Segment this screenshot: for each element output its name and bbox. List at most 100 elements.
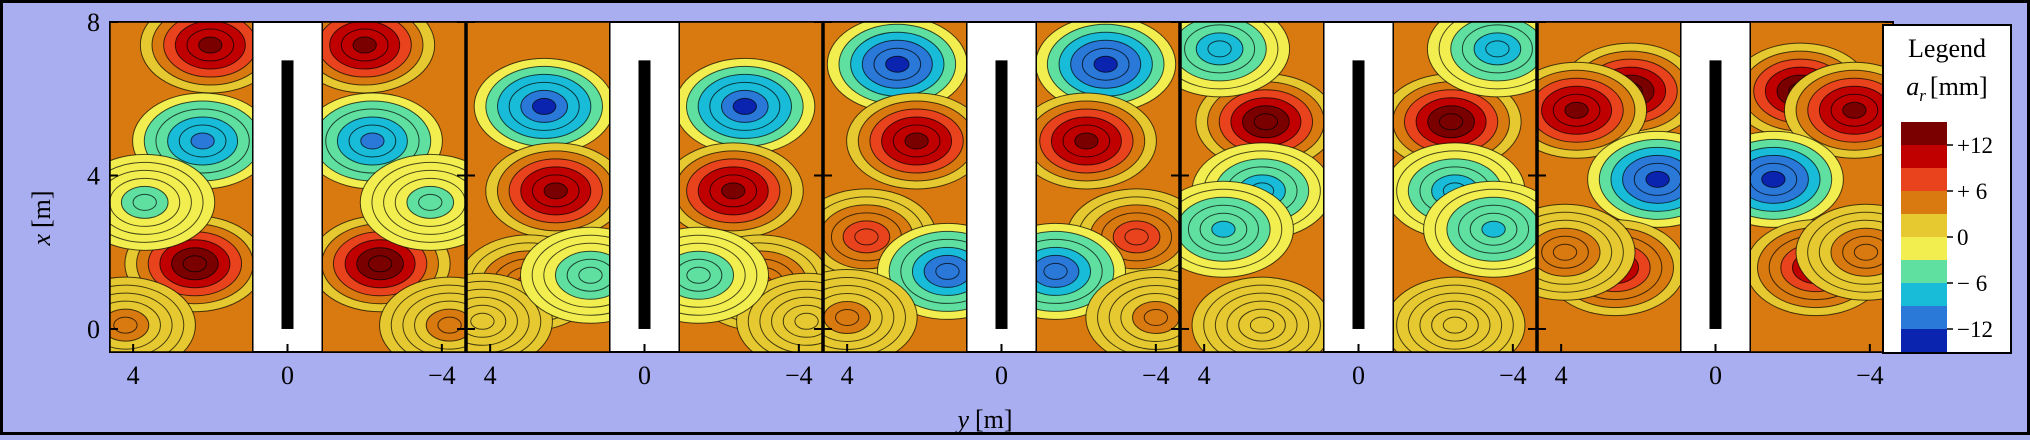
contour--8-level-1: [190, 132, 215, 150]
field-region-left: [467, 22, 610, 352]
contour-12-level-1: [367, 255, 393, 273]
contour-11-level-1: [721, 182, 746, 200]
wall-bar: [638, 60, 651, 329]
contour--11-level-1: [1761, 170, 1786, 188]
contour--4-level-1: [578, 266, 603, 284]
x-tick-label: 0: [281, 361, 294, 390]
contour-3-level-1: [113, 316, 138, 334]
contour--3-level-1: [418, 193, 443, 211]
x-axis-label-var: y: [954, 405, 969, 434]
y-axis-label: x [m]: [27, 190, 56, 246]
legend-swatch: [1901, 145, 1947, 168]
field-outline: [1035, 21, 1180, 353]
wall-bar: [1352, 60, 1365, 329]
contour-12-level-1: [182, 255, 208, 273]
field-region-left: [1181, 22, 1324, 352]
x-axis-label: y [m]: [954, 405, 1012, 434]
contour--4-level-1: [686, 266, 711, 284]
panel-4: 4 0 −4: [1180, 21, 1537, 390]
panel-5: 4 0 −4: [1537, 21, 1894, 390]
x-tick-label: 0: [995, 361, 1008, 390]
contour--11-level-1: [1645, 170, 1670, 188]
x-tick-label: 4: [484, 361, 497, 390]
field-outline: [1537, 21, 1682, 353]
legend-label: −12: [1957, 317, 1993, 342]
contour-3-level-1: [437, 316, 462, 334]
legend-label: +12: [1957, 133, 1993, 158]
field-region-left: [110, 22, 253, 352]
panels: 4 0 −4 4 0 −4 4 0 −4 4 0 −4 4 0 −4: [109, 21, 1894, 390]
contour-4-level-1: [1552, 243, 1578, 261]
legend-swatch: [1901, 283, 1947, 306]
field-outline: [109, 21, 254, 353]
y-tick-label: 4: [87, 161, 100, 190]
y-axis-label-var: x: [27, 234, 56, 247]
field-region-right: [679, 22, 823, 352]
legend-swatch: [1901, 306, 1947, 329]
panel-1: 4 0 −4: [109, 21, 466, 390]
legend-label: 0: [1957, 225, 1969, 250]
field-region-left: [824, 22, 967, 352]
contour--9-level-1: [935, 262, 960, 280]
legend-title: Legend: [1908, 34, 1986, 63]
field-region-right: [322, 22, 466, 352]
x-tick-label: 0: [638, 361, 651, 390]
contour-11-level-1: [352, 36, 377, 54]
contour--8-level-1: [360, 132, 385, 150]
axes: x[m] y [m] 048: [27, 8, 1013, 434]
legend-swatches: +12 + 6 0 − 6 −12: [1901, 122, 1993, 352]
x-tick-label: 0: [1352, 361, 1365, 390]
x-tick-label: −4: [428, 361, 456, 390]
contour--11-level-1: [885, 55, 910, 73]
field-outline: [823, 21, 968, 353]
contour--3-level-1: [132, 193, 157, 211]
contour--5-level-1: [1211, 220, 1236, 238]
contour-12-level-1: [1438, 113, 1464, 131]
x-tick-label: −4: [1142, 361, 1170, 390]
panel-3: 4 0 −4: [823, 21, 1180, 390]
x-tick-label: 4: [127, 361, 140, 390]
contour-11-level-1: [1074, 132, 1099, 150]
y-tick-label: 0: [87, 315, 100, 344]
field-region-right: [1393, 22, 1537, 352]
wall-bar: [281, 60, 294, 329]
contour-11-level-1: [1564, 101, 1589, 119]
contour-3-level-1: [1143, 308, 1169, 326]
legend-swatch: [1901, 329, 1947, 352]
field-region-right: [1750, 22, 1894, 352]
legend: Legend ar [mm] +12 + 6 0 − 6 −12: [1882, 24, 2012, 354]
field-region-right: [1036, 22, 1180, 352]
contour--10-level-1: [732, 97, 757, 115]
contour--11-level-1: [1093, 55, 1118, 73]
field-outline: [1392, 21, 1537, 353]
legend-swatch: [1901, 260, 1947, 283]
legend-var: a: [1906, 72, 1919, 101]
legend-label: + 6: [1957, 179, 1987, 204]
x-tick-label: 4: [1198, 361, 1211, 390]
contour-2-level-1: [470, 312, 495, 330]
contour-11-level-1: [198, 36, 223, 54]
contour--5-level-1: [1481, 220, 1506, 238]
contour-4-level-1: [1853, 243, 1879, 261]
x-tick-label: 4: [1555, 361, 1568, 390]
x-axis-label-unit: [m]: [975, 405, 1013, 434]
contour-11-level-1: [1842, 101, 1867, 119]
legend-swatch: [1901, 122, 1947, 145]
x-tick-label: 4: [841, 361, 854, 390]
x-tick-label: 0: [1709, 361, 1722, 390]
contour--6-level-1: [1207, 40, 1232, 58]
contour--10-level-1: [532, 97, 557, 115]
contour-12-level-1: [1253, 113, 1279, 131]
field-outline: [466, 21, 611, 353]
legend-variable: ar [mm]: [1906, 72, 1987, 105]
field-outline: [678, 21, 823, 353]
y-axis-label-unit: [m]: [27, 190, 56, 228]
x-tick-label: −4: [1499, 361, 1527, 390]
contour-2-level-1: [1249, 316, 1275, 334]
contour-3-level-1: [834, 308, 860, 326]
y-tick-label: 8: [87, 8, 100, 37]
contour--9-level-1: [1043, 262, 1068, 280]
wall-bar: [995, 60, 1008, 329]
